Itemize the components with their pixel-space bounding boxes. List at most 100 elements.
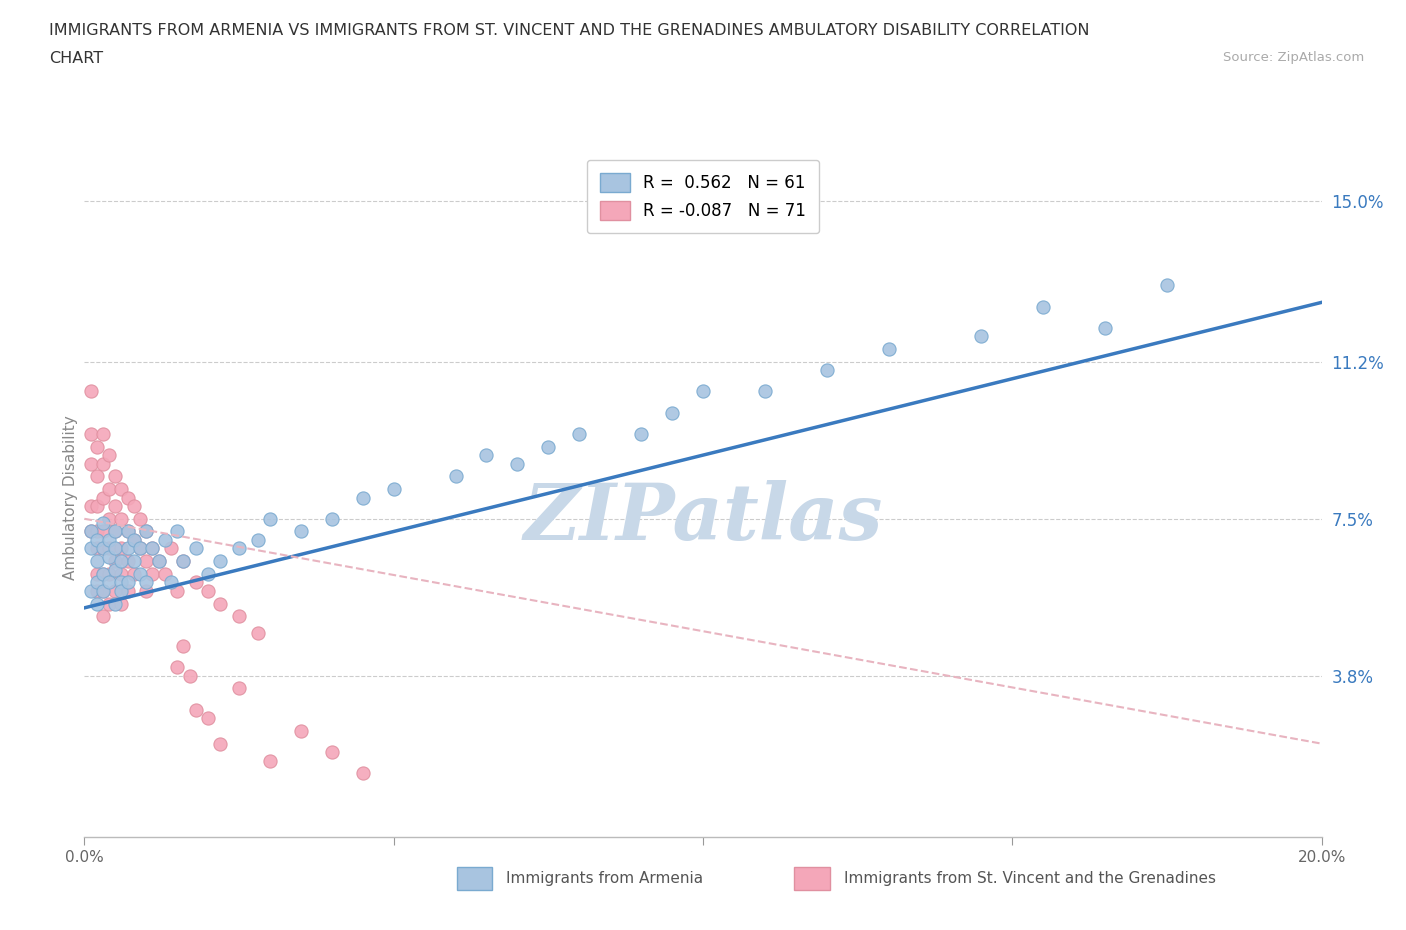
Text: Source: ZipAtlas.com: Source: ZipAtlas.com — [1223, 51, 1364, 64]
Point — [129, 566, 152, 581]
Point — [166, 583, 188, 598]
Point — [209, 553, 232, 568]
Point — [91, 515, 114, 530]
Point — [79, 457, 101, 472]
Point — [228, 541, 250, 556]
Point — [209, 596, 232, 611]
Text: CHART: CHART — [49, 51, 103, 66]
Point — [122, 566, 145, 581]
Point — [117, 575, 139, 590]
Point — [1094, 320, 1116, 336]
Point — [110, 566, 132, 581]
Point — [98, 566, 121, 581]
Point — [86, 525, 108, 539]
Point — [475, 447, 498, 462]
Point — [135, 575, 157, 590]
Point — [160, 575, 183, 590]
Point — [135, 525, 157, 539]
Point — [352, 766, 374, 781]
Point — [110, 575, 132, 590]
Point — [91, 541, 114, 556]
Point — [117, 541, 139, 556]
Point — [79, 525, 101, 539]
Point — [91, 566, 114, 581]
Point — [104, 596, 127, 611]
Point — [129, 541, 152, 556]
Point — [209, 737, 232, 751]
Point — [79, 541, 101, 556]
Point — [98, 541, 121, 556]
Point — [197, 566, 219, 581]
Point — [110, 583, 132, 598]
Point — [568, 427, 591, 442]
Point — [197, 711, 219, 725]
Point — [184, 702, 207, 717]
Point — [104, 525, 127, 539]
Point — [877, 341, 900, 356]
Point — [184, 575, 207, 590]
Point — [197, 583, 219, 598]
Point — [104, 525, 127, 539]
Point — [86, 541, 108, 556]
Point — [110, 553, 132, 568]
Point — [444, 469, 467, 484]
Point — [86, 583, 108, 598]
Point — [630, 427, 652, 442]
Point — [79, 384, 101, 399]
Point — [321, 512, 343, 526]
Point — [79, 525, 101, 539]
Point — [98, 550, 121, 565]
Point — [86, 439, 108, 454]
Point — [148, 553, 170, 568]
Point — [246, 533, 269, 548]
Point — [1032, 299, 1054, 314]
Text: ZIPatlas: ZIPatlas — [523, 480, 883, 556]
Point — [290, 724, 312, 738]
Point — [321, 745, 343, 760]
Point — [184, 541, 207, 556]
Point — [86, 469, 108, 484]
Point — [110, 512, 132, 526]
Point — [692, 384, 714, 399]
Point — [815, 363, 838, 378]
Point — [86, 533, 108, 548]
Point — [122, 533, 145, 548]
Point — [246, 626, 269, 641]
Point — [117, 490, 139, 505]
Point — [98, 512, 121, 526]
Point — [537, 439, 560, 454]
Point — [91, 583, 114, 598]
Point — [148, 553, 170, 568]
Point — [104, 553, 127, 568]
Point — [970, 329, 993, 344]
Point — [141, 541, 163, 556]
Point — [98, 596, 121, 611]
Point — [98, 482, 121, 497]
Point — [104, 563, 127, 578]
Point — [86, 575, 108, 590]
Point — [91, 541, 114, 556]
Point — [98, 447, 121, 462]
Point — [79, 583, 101, 598]
Point — [141, 566, 163, 581]
Point — [117, 583, 139, 598]
Text: IMMIGRANTS FROM ARMENIA VS IMMIGRANTS FROM ST. VINCENT AND THE GRENADINES AMBULA: IMMIGRANTS FROM ARMENIA VS IMMIGRANTS FR… — [49, 23, 1090, 38]
Point — [352, 490, 374, 505]
Point — [754, 384, 776, 399]
Point — [104, 469, 127, 484]
Point — [153, 533, 176, 548]
Y-axis label: Ambulatory Disability: Ambulatory Disability — [63, 415, 77, 580]
Point — [166, 525, 188, 539]
Point — [91, 457, 114, 472]
Point — [172, 639, 194, 654]
Point — [259, 512, 281, 526]
Point — [290, 525, 312, 539]
Point — [506, 457, 529, 472]
Point — [117, 553, 139, 568]
Point — [179, 669, 201, 684]
Legend: R =  0.562   N = 61, R = -0.087   N = 71: R = 0.562 N = 61, R = -0.087 N = 71 — [586, 160, 820, 233]
Point — [104, 541, 127, 556]
Point — [98, 533, 121, 548]
Point — [141, 541, 163, 556]
Point — [104, 583, 127, 598]
